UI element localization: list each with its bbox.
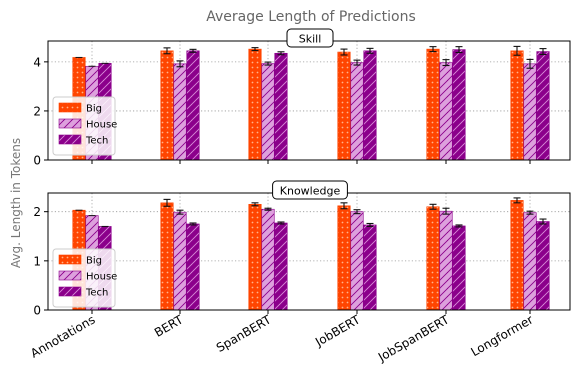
bar-hatch-big (426, 206, 440, 311)
legend-label-tech: Tech (85, 136, 108, 147)
legend-swatch-hatch-house (58, 118, 82, 129)
y-tick-label: 0 (33, 154, 41, 168)
legend-label-house: House (86, 120, 117, 131)
bar-hatch-house (173, 211, 187, 311)
y-tick-label: 1 (33, 254, 41, 268)
x-tick-label: Longformer (468, 312, 535, 359)
panel-label: Knowledge (280, 185, 341, 198)
bar-hatch-big (510, 50, 524, 161)
legend-swatch-hatch-tech (58, 134, 82, 145)
y-tick-label: 0 (33, 304, 41, 318)
y-tick-label: 2 (33, 205, 41, 219)
bar-hatch-house (439, 62, 453, 161)
bar-hatch-tech (363, 50, 377, 161)
bar-hatch-big (337, 205, 351, 311)
x-tick-label: BERT (152, 312, 186, 340)
bar-hatch-tech (452, 49, 466, 161)
legend-label-house: House (86, 272, 117, 283)
legend-swatch-hatch-big (58, 254, 82, 265)
panel-knowledge: 0 1 2 Knowledge Big House Tech (33, 180, 571, 318)
bar-hatch-house (261, 63, 275, 161)
legend-label-big: Big (86, 256, 102, 267)
bar-hatch-house (173, 63, 187, 161)
x-tick-labels: Annotations BERT SpanBERT JobBERT JobSpanBER… (28, 312, 535, 365)
y-tick-label: 4 (33, 55, 41, 69)
legend-swatch-hatch-big (58, 102, 82, 113)
bar-hatch-house (523, 212, 537, 311)
legend-label-big: Big (86, 104, 102, 115)
bar-hatch-tech (274, 222, 288, 311)
axes-frame (47, 40, 571, 161)
bar-hatch-big (160, 50, 174, 161)
bar-hatch-tech (452, 225, 466, 311)
bar-hatch-house (261, 208, 275, 311)
x-tick-label: JobSpanBERT (375, 312, 452, 365)
x-tick-label: SpanBERT (214, 312, 274, 355)
panel-label: Skill (299, 33, 322, 46)
y-axis-label: Avg. Length in Tokens (9, 138, 23, 268)
panel-skill: 0 2 4 Skill Big House Tech (33, 28, 571, 168)
bar-hatch-tech (536, 221, 550, 311)
bar-hatch-big (248, 48, 262, 161)
panel-label-box (286, 28, 334, 48)
bar-hatch-house (439, 210, 453, 311)
chart-title: Average Length of Predictions (206, 9, 415, 25)
bar-hatch-big (337, 51, 351, 161)
panel-label-box (272, 180, 348, 200)
chart-panels: 0 2 4 Skill Big House Tech 0 1 2 Knowledge Big House… (33, 28, 571, 318)
bar-hatch-tech (186, 50, 200, 161)
legend-swatch-hatch-tech (58, 286, 82, 297)
x-tick-label: JobBERT (312, 312, 363, 350)
bar-hatch-house (523, 63, 537, 161)
axes-frame (47, 192, 571, 311)
bar-hatch-big (160, 202, 174, 311)
bar-hatch-house (350, 62, 364, 161)
legend-swatch-hatch-house (58, 270, 82, 281)
x-tick-label: Annotations (28, 312, 97, 360)
bar-hatch-house (350, 211, 364, 311)
y-tick-label: 2 (33, 104, 41, 118)
legend-label-tech: Tech (85, 288, 108, 299)
bar-hatch-tech (363, 224, 377, 311)
bar-hatch-big (248, 204, 262, 311)
bar-hatch-big (426, 48, 440, 161)
bar-hatch-tech (186, 223, 200, 311)
bar-hatch-tech (274, 52, 288, 161)
bar-hatch-big (510, 200, 524, 311)
bar-hatch-tech (536, 51, 550, 161)
